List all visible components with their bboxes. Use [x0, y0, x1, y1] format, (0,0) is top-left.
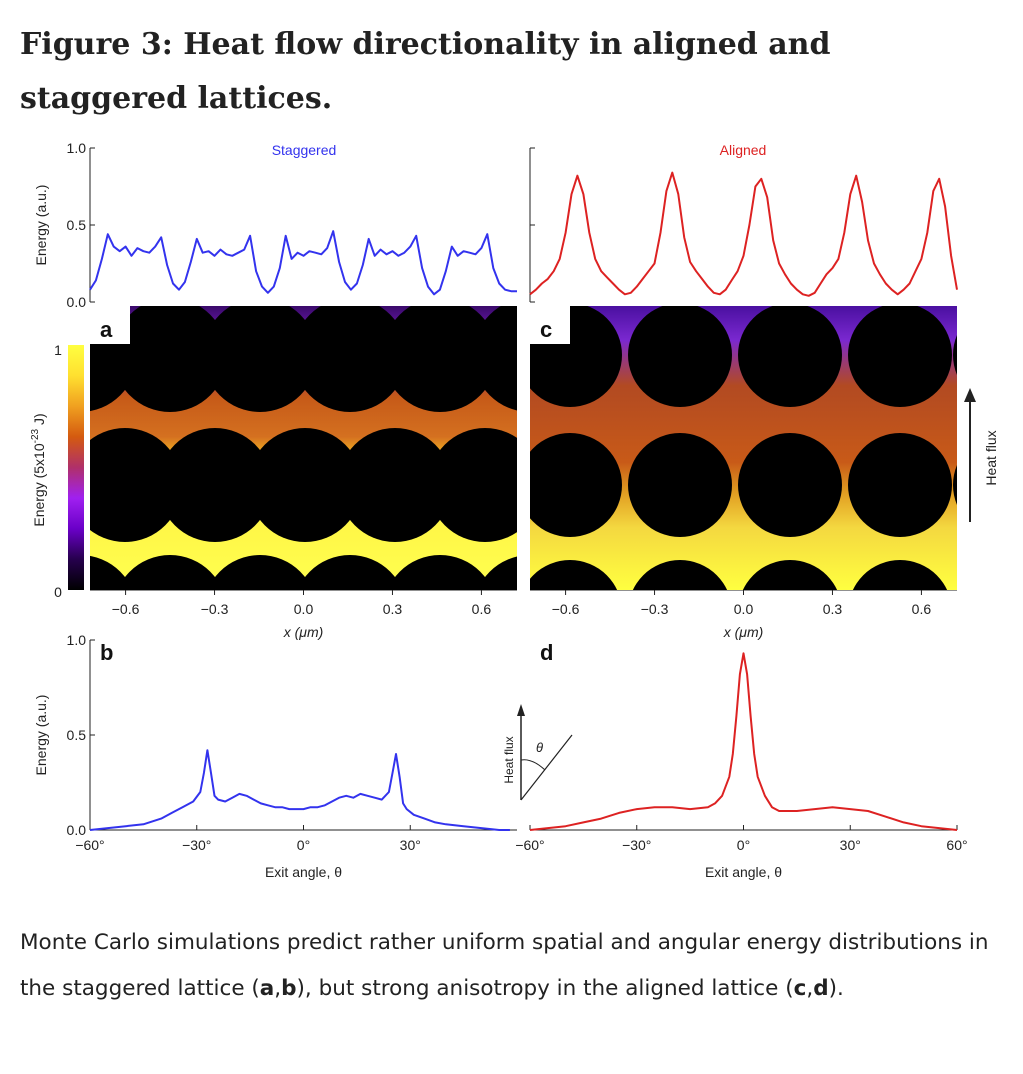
aligned-pore — [530, 560, 618, 590]
aligned-heatmap — [530, 306, 1023, 664]
colorbar-max-label: 1 — [54, 342, 62, 358]
panel-c-label-bg — [530, 306, 570, 344]
staggered-pore — [113, 306, 227, 412]
staggered-pore — [428, 428, 517, 542]
staggered-pore — [203, 306, 317, 412]
colorbar — [68, 345, 84, 590]
staggered-angular-y-tick-label: 1.0 — [67, 632, 87, 648]
staggered-angular-x-tick-label: 30° — [400, 837, 421, 853]
staggered-pore — [473, 306, 517, 411]
aligned-pore — [530, 433, 622, 537]
staggered-angular-y-tick-label: 0.5 — [67, 727, 87, 743]
aligned-angular-x-label: Exit angle, θ — [705, 864, 782, 880]
heat-flux-label: Heat flux — [983, 430, 999, 485]
staggered-pore — [477, 556, 517, 590]
colorbar-min-label: 0 — [54, 584, 62, 600]
staggered-angular-line — [89, 749, 510, 831]
aligned-angular-x-tick-label: 0° — [737, 837, 750, 853]
staggered-angular-x-label: Exit angle, θ — [265, 864, 342, 880]
caption-text-1: Monte Carlo simulations predict rather u… — [20, 930, 989, 1001]
staggered-profile-y-tick-label: 0.0 — [67, 294, 87, 310]
inset-arrow-head — [517, 704, 525, 716]
staggered-pore — [383, 306, 497, 412]
panel-a-label-bg — [90, 306, 130, 344]
panel-a-label: a — [100, 317, 113, 342]
staggered-angular-y-label: Energy (a.u.) — [33, 695, 49, 776]
staggered-heatmap-x-tick-label: 0.3 — [383, 601, 403, 617]
caption-ref-a: a — [259, 976, 275, 1001]
staggered-heatmap-x-tick-label: −0.3 — [201, 601, 229, 617]
aligned-angular-x-tick-label: −30° — [622, 837, 651, 853]
aligned-heatmap-x-tick-label: 0.0 — [734, 601, 754, 617]
aligned-pore — [628, 433, 732, 537]
staggered-heatmap-x-tick-label: 0.0 — [294, 601, 314, 617]
staggered-title: Staggered — [272, 142, 337, 158]
staggered-angular-x-tick-label: −60° — [75, 837, 104, 853]
aligned-profile-line — [529, 171, 958, 297]
caption-ref-c: c — [793, 976, 807, 1001]
caption-text-3: ). — [828, 976, 844, 1001]
aligned-angular-line — [529, 652, 958, 831]
aligned-pore — [628, 306, 732, 407]
staggered-angular-x-tick-label: −30° — [182, 837, 211, 853]
aligned-pore — [848, 433, 952, 537]
caption-sep-1: , — [274, 976, 282, 1001]
caption-text-2: ), but strong anisotropy in the aligned … — [296, 976, 794, 1001]
staggered-angular-x-tick-label: 0° — [297, 837, 310, 853]
staggered-pore — [248, 428, 362, 542]
figure-caption: Monte Carlo simulations predict rather u… — [20, 920, 990, 1012]
inset-heat-flux-label: Heat flux — [502, 736, 516, 783]
staggered-profile-y-label: Energy (a.u.) — [33, 185, 49, 266]
aligned-pore — [852, 560, 948, 590]
aligned-pore — [530, 454, 540, 516]
staggered-pore — [297, 555, 403, 590]
caption-ref-d: d — [813, 976, 829, 1001]
panel-b-label: b — [100, 640, 113, 665]
staggered-heatmap-x-tick-label: −0.6 — [112, 601, 140, 617]
panel-d-label: d — [540, 640, 553, 665]
aligned-pore — [530, 581, 536, 590]
aligned-heatmap-x-tick-label: −0.6 — [552, 601, 580, 617]
aligned-heatmap-x-tick-label: −0.3 — [641, 601, 669, 617]
heat-flux-arrow-head — [964, 388, 976, 402]
staggered-profile-y-tick-label: 0.5 — [67, 217, 87, 233]
figure-title: Figure 3: Heat flow directionality in al… — [20, 27, 831, 116]
inset-angle-label: θ — [536, 740, 543, 755]
staggered-pore — [387, 555, 493, 590]
aligned-pore — [738, 433, 842, 537]
figure-graphic: 0.0 0.5 1.0 Staggered Aligned Energy (a.u.) a c… — [30, 140, 1023, 880]
staggered-pore — [293, 306, 407, 412]
aligned-angular-x-tick-label: −60° — [515, 837, 544, 853]
aligned-title: Aligned — [720, 142, 767, 158]
caption-ref-b: b — [281, 976, 297, 1001]
staggered-profile-line — [89, 230, 517, 296]
caption-sep-2: , — [806, 976, 814, 1001]
colorbar-label: Energy (5x10-23 J) — [30, 413, 47, 526]
aligned-heatmap-x-tick-label: 0.6 — [912, 601, 932, 617]
staggered-pore — [338, 428, 452, 542]
staggered-pore — [90, 428, 182, 542]
aligned-pore — [738, 306, 842, 407]
staggered-heatmap-x-label: x (μm) — [283, 624, 324, 640]
aligned-pore — [953, 335, 957, 375]
inset-angle-line — [520, 734, 573, 801]
inset-angle-arc — [520, 759, 546, 771]
panel-c-label: c — [540, 317, 552, 342]
aligned-pore — [953, 465, 957, 505]
aligned-heatmap-x-label: x (μm) — [723, 624, 764, 640]
aligned-pore — [742, 560, 838, 590]
aligned-heatmap-x-tick-label: 0.3 — [823, 601, 843, 617]
staggered-pore — [117, 555, 223, 590]
staggered-pore — [158, 428, 272, 542]
staggered-profile-y-tick-label: 1.0 — [67, 140, 87, 156]
aligned-pore — [632, 560, 728, 590]
staggered-pore — [207, 555, 313, 590]
staggered-angular-y-tick-label: 0.0 — [67, 822, 87, 838]
aligned-pore — [848, 306, 952, 407]
aligned-angular-x-tick-label: 30° — [840, 837, 861, 853]
staggered-heatmap-x-tick-label: 0.6 — [472, 601, 492, 617]
aligned-pore — [953, 560, 1023, 664]
aligned-angular-x-tick-label: 60° — [946, 837, 967, 853]
